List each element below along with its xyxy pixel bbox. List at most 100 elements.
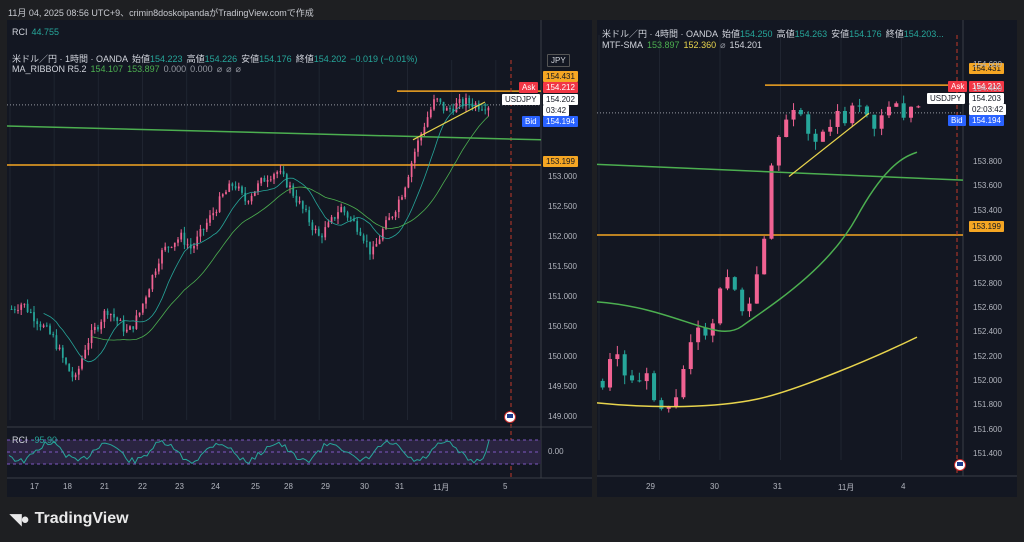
candle-body (423, 126, 426, 134)
candle-body (273, 174, 275, 180)
candle-body (487, 107, 490, 111)
axis-tick-label: 23 (175, 482, 184, 491)
candle-body (452, 108, 455, 113)
candle-body (458, 99, 461, 103)
candle-body (145, 297, 147, 304)
candle-body (157, 263, 160, 272)
candle-body (397, 199, 400, 212)
candle-body (237, 186, 240, 189)
candle-body (122, 319, 125, 332)
close-label: 終値 (295, 54, 314, 64)
candle-body (209, 215, 211, 223)
candle-body (292, 185, 295, 196)
candle-body (244, 192, 247, 202)
candle-body (622, 354, 627, 376)
rci-top-label: RCI (12, 27, 28, 37)
candle-body (835, 110, 840, 127)
candle-body (652, 373, 657, 401)
candle-body (477, 103, 480, 110)
candle-body (13, 309, 16, 311)
last-price: 154.202 (543, 94, 578, 105)
candle-body (381, 228, 384, 240)
candle-body (813, 133, 818, 142)
rci-top-value: 44.755 (31, 27, 60, 37)
right-chart-pane[interactable]: 米ドル／円 · 4時間 · OANDA 始値154.250 高値154.263 安値1… (597, 20, 1017, 497)
candle-body (193, 246, 195, 249)
candle-body (282, 171, 285, 175)
candle-body (161, 250, 163, 264)
r-countdown: 02:03:42 (969, 104, 1007, 115)
candle-body (353, 218, 355, 222)
candle-body (615, 354, 620, 360)
axis-tick-label: 11月 (838, 483, 855, 492)
candle-body (289, 185, 291, 188)
candle-body (116, 317, 119, 321)
candle-body (10, 309, 13, 310)
candle-body (365, 240, 368, 242)
ma-v2: 153.897 (127, 64, 160, 74)
left-chart-svg[interactable] (7, 20, 592, 497)
candle-body (97, 326, 99, 330)
candle-body (828, 126, 833, 132)
candle-body (180, 232, 183, 240)
axis-tick-label: 30 (360, 482, 369, 491)
candle-body (754, 274, 759, 304)
candle-body (349, 217, 352, 219)
left-chart-pane[interactable]: RCI 44.755 米ドル／円 · 1時間 · OANDA 始値154.223 高値… (7, 20, 592, 497)
r-close-value: 154.203... (903, 29, 944, 39)
candle-body (263, 177, 266, 182)
candle-body (77, 368, 80, 375)
candle-body (468, 97, 471, 104)
axis-tick-label: 151.500 (548, 262, 577, 271)
candle-body (154, 271, 157, 276)
candle-body (404, 187, 407, 198)
r-level-box-1: 154.431 (969, 63, 1004, 74)
r-open-value: 154.250 (740, 29, 773, 39)
ma-v4: 0.000 (190, 64, 213, 74)
axis-tick-label: 154.400 (973, 83, 1002, 93)
candle-body (362, 235, 365, 241)
candle-body (132, 326, 135, 329)
candle-body (455, 102, 458, 113)
candle-body (330, 217, 333, 223)
candle-body (433, 99, 435, 110)
level-box-1: 154.431 (543, 71, 578, 82)
candle-body (327, 222, 330, 228)
right-chart-svg[interactable] (597, 20, 1017, 497)
currency-button[interactable]: JPY (547, 54, 570, 67)
change-value: −0.019 (−0.01%) (350, 54, 418, 64)
axis-tick-label: 17 (30, 482, 39, 491)
axis-tick-label: 152.000 (973, 375, 1002, 385)
us-flag-icon[interactable] (504, 411, 516, 423)
high-label: 高値 (186, 54, 205, 64)
candle-body (250, 195, 253, 202)
candle-body (36, 321, 39, 325)
low-value: 154.176 (259, 54, 292, 64)
axis-tick-label: 25 (251, 482, 260, 491)
candle-body (65, 357, 67, 364)
rci-axis-label: 0.00 (548, 447, 564, 456)
candle-body (84, 349, 87, 359)
candle-body (600, 380, 605, 388)
candle-body (113, 313, 115, 318)
axis-tick-label: 152.400 (973, 327, 1002, 337)
open-label: 始値 (132, 54, 151, 64)
r-us-flag-icon[interactable] (954, 459, 966, 471)
candle-body (39, 324, 42, 327)
r-level-box-2: 153.199 (969, 221, 1004, 232)
rci-value: -95.90 (31, 435, 58, 445)
axis-tick-label: 154.600 (973, 59, 1002, 69)
candle-body (784, 119, 789, 137)
ma-ribbon-legend: MA_RIBBON R5.2 154.107 153.897 0.000 0.000 ⌀ ⌀… (12, 64, 245, 75)
candle-body (359, 231, 362, 236)
candle-body (674, 397, 679, 407)
candle-body (17, 309, 19, 311)
axis-tick-label: 152.000 (548, 232, 577, 241)
axis-tick-label: 152.800 (973, 278, 1002, 288)
candle-body (314, 228, 317, 231)
candle-body (257, 183, 259, 192)
candle-body (23, 303, 26, 305)
candle-body (442, 101, 445, 111)
candle-body (324, 227, 327, 238)
candle-body (369, 241, 371, 255)
